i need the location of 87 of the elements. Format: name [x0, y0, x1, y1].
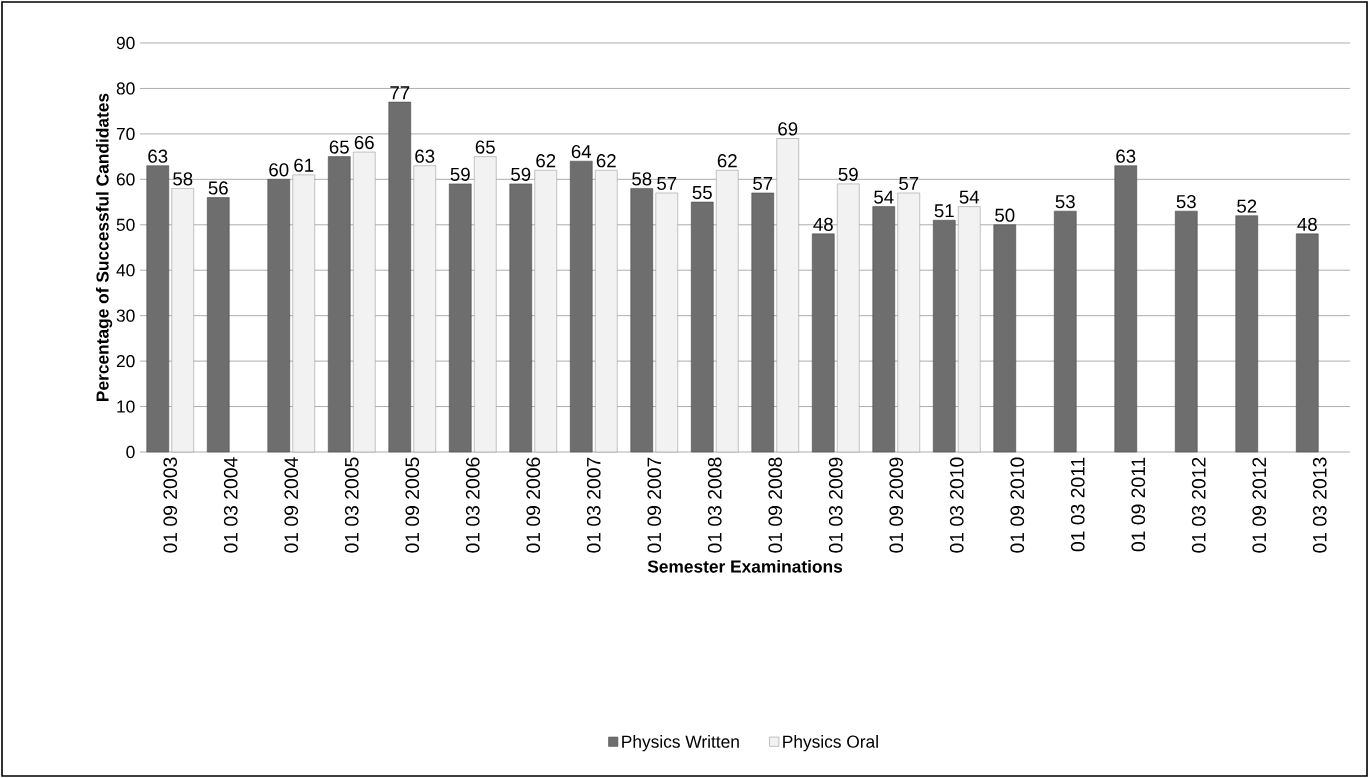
data-label: 48 [813, 217, 833, 231]
data-label: 52 [1237, 199, 1257, 213]
data-label: 60 [269, 163, 289, 177]
x-tick-label: 01 09 2007 [647, 457, 662, 553]
bar [206, 197, 230, 453]
bar [1053, 210, 1077, 453]
data-label: 56 [208, 181, 228, 195]
x-tick-label: 01 03 2004 [223, 457, 238, 553]
bar [327, 156, 351, 453]
data-label: 66 [354, 135, 374, 150]
data-label: 69 [778, 122, 798, 136]
x-tick-label: 01 09 2006 [526, 457, 541, 553]
data-label: 51 [934, 204, 954, 218]
data-label: 59 [511, 167, 531, 181]
data-label: 64 [571, 145, 592, 159]
bar [811, 233, 835, 453]
y-tick-label: 80 [116, 82, 135, 95]
x-tick-label: 01 03 2009 [828, 457, 843, 553]
data-label: 59 [450, 167, 470, 181]
bar [146, 165, 170, 453]
y-tick-label: 30 [116, 309, 135, 322]
data-label: 57 [657, 177, 677, 191]
data-label: 62 [717, 154, 737, 168]
x-tick-label: 01 03 2008 [707, 457, 722, 553]
data-label: 62 [536, 154, 556, 168]
data-label: 61 [294, 158, 314, 172]
x-tick-label: 01 09 2005 [405, 457, 420, 553]
data-label: 65 [329, 140, 349, 154]
bar [993, 224, 1017, 453]
data-label: 63 [148, 149, 168, 163]
x-tick-label: 01 09 2004 [284, 457, 299, 553]
x-tick-label: 01 03 2007 [586, 457, 601, 553]
bar [630, 188, 654, 453]
legend-label: Physics Oral [783, 735, 878, 752]
y-tick-label: 40 [116, 264, 135, 277]
x-tick-label: 01 03 2011 [1070, 457, 1085, 552]
y-tick-label: 0 [126, 445, 135, 459]
y-axis-title: Percentage of Successful Candidates [95, 93, 113, 401]
x-axis-title: Semester Examinations [647, 559, 843, 573]
data-label: 62 [596, 154, 616, 168]
data-label: 63 [415, 149, 435, 163]
data-label: 53 [1176, 194, 1196, 209]
bar [690, 201, 714, 453]
data-label: 65 [475, 140, 495, 154]
bar [267, 179, 291, 453]
y-tick-label: 20 [116, 354, 135, 368]
bar [388, 101, 412, 453]
data-label: 54 [874, 190, 894, 204]
data-label: 50 [995, 208, 1015, 222]
data-label: 58 [173, 172, 193, 186]
bar [872, 206, 896, 453]
y-tick-label: 70 [116, 127, 135, 141]
data-label: 53 [1055, 194, 1075, 209]
bar [751, 192, 775, 453]
x-tick-label: 01 09 2011 [1131, 457, 1146, 552]
data-label: 58 [632, 172, 652, 186]
data-label: 59 [838, 167, 858, 181]
bar [509, 183, 533, 453]
y-tick-label: 90 [116, 36, 135, 50]
x-tick-label: 01 03 2006 [465, 457, 480, 553]
x-tick-label: 01 09 2012 [1252, 457, 1267, 553]
y-tick-label: 10 [117, 400, 135, 413]
data-label: 57 [753, 177, 773, 191]
x-tick-label: 01 03 2005 [344, 457, 359, 553]
bar [448, 183, 472, 453]
bar [933, 219, 956, 453]
x-tick-label: 01 09 2010 [1010, 457, 1025, 553]
data-label: 57 [899, 177, 919, 191]
bar [1174, 210, 1198, 453]
bar [569, 160, 593, 453]
legend-label: Physics Written [622, 735, 739, 752]
x-tick-label: 01 03 2012 [1191, 457, 1206, 553]
x-tick-label: 01 03 2010 [949, 457, 964, 553]
data-label: 63 [1116, 149, 1136, 163]
bar [1114, 165, 1138, 453]
bar [1235, 215, 1259, 453]
y-tick-label: 60 [116, 173, 135, 186]
data-label: 48 [1297, 217, 1317, 231]
x-tick-label: 01 09 2003 [163, 457, 178, 553]
x-tick-label: 01 09 2009 [889, 457, 904, 553]
x-tick-label: 01 03 2013 [1312, 457, 1327, 553]
data-label: 54 [959, 190, 980, 204]
data-label: 77 [390, 86, 410, 100]
data-label: 55 [692, 186, 712, 200]
y-tick-label: 50 [116, 218, 135, 231]
bar [1296, 233, 1319, 453]
x-tick-label: 01 09 2008 [768, 457, 783, 553]
